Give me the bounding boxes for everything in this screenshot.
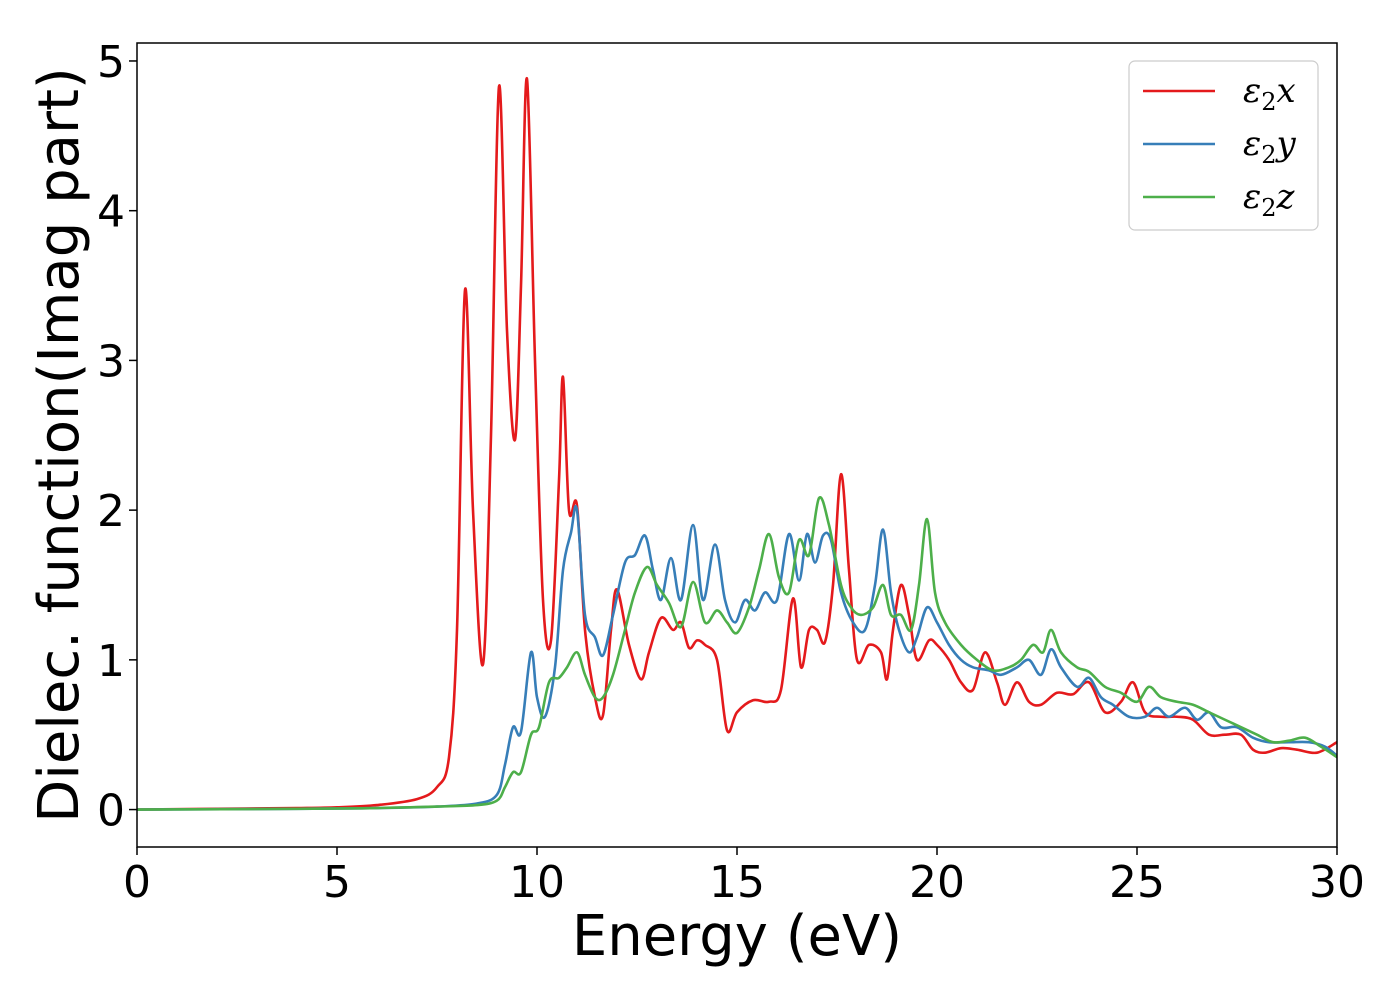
y-axis-ticks: 0 1 2 3 4 5	[97, 37, 137, 837]
y-tick-label: 4	[97, 187, 125, 238]
series-line-x	[137, 77, 1337, 811]
x-tick-label: 5	[323, 857, 351, 908]
y-tick-label: 3	[97, 336, 125, 387]
y-tick-label: 0	[97, 786, 125, 837]
series-layer	[137, 77, 1337, 811]
y-tick-label: 5	[97, 37, 125, 88]
series-line-y	[137, 505, 1337, 811]
y-axis-title: Dielec. function(Imag part)	[27, 67, 92, 823]
x-axis-ticks: 0 5 10 15 20 25 30	[123, 847, 1365, 908]
legend-box	[1128, 60, 1319, 231]
x-tick-label: 25	[1109, 857, 1165, 908]
x-tick-label: 10	[509, 857, 565, 908]
legend-label-z: ε2z	[1243, 177, 1296, 222]
x-tick-label: 20	[909, 857, 965, 908]
legend-label-y: ε2y	[1243, 124, 1297, 169]
legend-label-x: ε2x	[1243, 71, 1296, 116]
x-axis-title: Energy (eV)	[572, 904, 902, 969]
y-tick-label: 2	[97, 486, 125, 537]
x-tick-label: 15	[709, 857, 765, 908]
legend: ε2x ε2y ε2z	[1128, 60, 1319, 231]
y-tick-label: 1	[97, 636, 125, 687]
x-tick-label: 30	[1309, 857, 1365, 908]
series-line-z	[137, 495, 1337, 811]
x-tick-label: 0	[123, 857, 151, 908]
